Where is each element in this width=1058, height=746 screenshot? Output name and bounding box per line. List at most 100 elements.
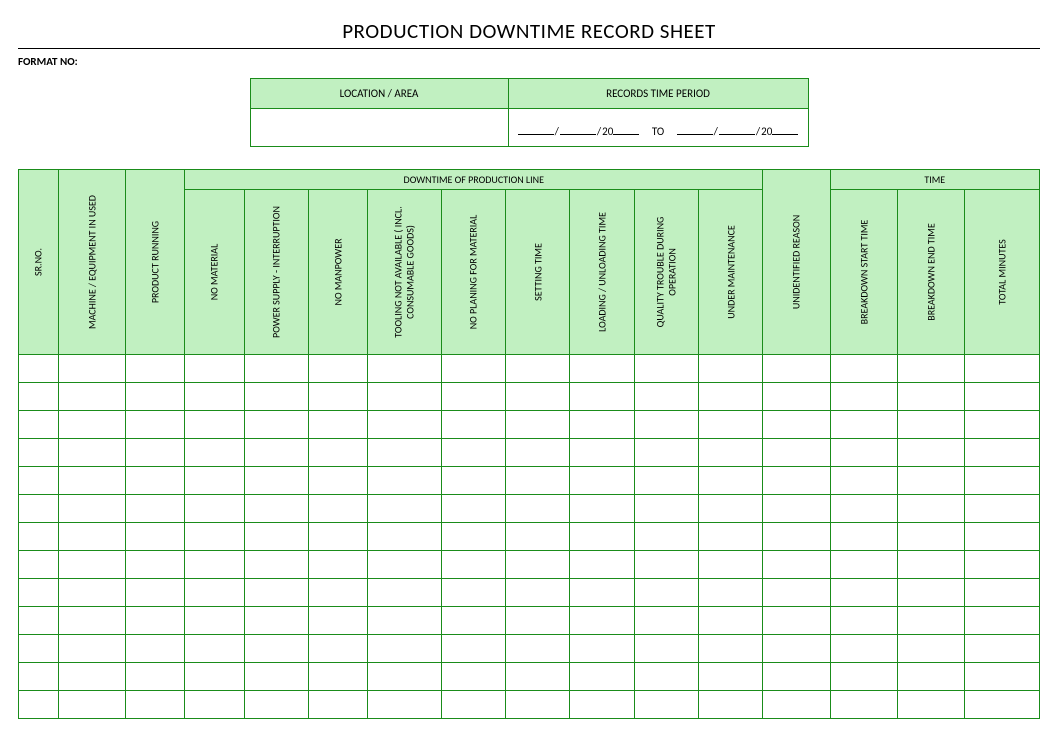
cell-no_planning[interactable]: [441, 411, 505, 439]
cell-quality[interactable]: [634, 579, 698, 607]
cell-tooling[interactable]: [368, 411, 442, 439]
cell-unidentified[interactable]: [763, 523, 830, 551]
cell-unidentified[interactable]: [763, 383, 830, 411]
cell-loading[interactable]: [570, 551, 634, 579]
cell-product[interactable]: [126, 467, 185, 495]
cell-power[interactable]: [244, 635, 308, 663]
cell-total_min[interactable]: [965, 663, 1040, 691]
cell-machine[interactable]: [58, 383, 125, 411]
cell-power[interactable]: [244, 579, 308, 607]
cell-no_manpower[interactable]: [308, 607, 367, 635]
cell-no_material[interactable]: [185, 691, 244, 719]
cell-machine[interactable]: [58, 691, 125, 719]
cell-unidentified[interactable]: [763, 635, 830, 663]
cell-bd_start[interactable]: [830, 635, 897, 663]
cell-product[interactable]: [126, 579, 185, 607]
cell-total_min[interactable]: [965, 635, 1040, 663]
cell-machine[interactable]: [58, 467, 125, 495]
cell-total_min[interactable]: [965, 439, 1040, 467]
cell-tooling[interactable]: [368, 355, 442, 383]
cell-bd_start[interactable]: [830, 523, 897, 551]
period-to-month[interactable]: [719, 123, 755, 135]
cell-quality[interactable]: [634, 411, 698, 439]
cell-machine[interactable]: [58, 663, 125, 691]
cell-no_manpower[interactable]: [308, 635, 367, 663]
period-from-month[interactable]: [560, 123, 596, 135]
period-to-year[interactable]: [772, 123, 798, 135]
cell-unidentified[interactable]: [763, 663, 830, 691]
cell-maintenance[interactable]: [698, 439, 762, 467]
meta-value-location[interactable]: [250, 109, 508, 147]
cell-machine[interactable]: [58, 635, 125, 663]
cell-quality[interactable]: [634, 607, 698, 635]
cell-total_min[interactable]: [965, 495, 1040, 523]
cell-bd_end[interactable]: [897, 439, 964, 467]
cell-srno[interactable]: [19, 579, 59, 607]
cell-power[interactable]: [244, 523, 308, 551]
cell-tooling[interactable]: [368, 579, 442, 607]
cell-machine[interactable]: [58, 579, 125, 607]
cell-bd_end[interactable]: [897, 411, 964, 439]
cell-power[interactable]: [244, 495, 308, 523]
cell-maintenance[interactable]: [698, 691, 762, 719]
cell-bd_end[interactable]: [897, 691, 964, 719]
cell-bd_start[interactable]: [830, 355, 897, 383]
cell-power[interactable]: [244, 551, 308, 579]
cell-total_min[interactable]: [965, 467, 1040, 495]
cell-setting[interactable]: [505, 663, 569, 691]
cell-no_material[interactable]: [185, 523, 244, 551]
cell-tooling[interactable]: [368, 551, 442, 579]
cell-maintenance[interactable]: [698, 551, 762, 579]
cell-no_material[interactable]: [185, 411, 244, 439]
cell-bd_end[interactable]: [897, 383, 964, 411]
cell-bd_start[interactable]: [830, 411, 897, 439]
cell-power[interactable]: [244, 383, 308, 411]
cell-bd_end[interactable]: [897, 579, 964, 607]
cell-no_material[interactable]: [185, 551, 244, 579]
cell-tooling[interactable]: [368, 383, 442, 411]
cell-srno[interactable]: [19, 607, 59, 635]
cell-bd_end[interactable]: [897, 551, 964, 579]
cell-total_min[interactable]: [965, 383, 1040, 411]
cell-power[interactable]: [244, 663, 308, 691]
cell-bd_start[interactable]: [830, 663, 897, 691]
cell-unidentified[interactable]: [763, 467, 830, 495]
cell-setting[interactable]: [505, 355, 569, 383]
cell-unidentified[interactable]: [763, 691, 830, 719]
cell-product[interactable]: [126, 691, 185, 719]
cell-tooling[interactable]: [368, 663, 442, 691]
cell-power[interactable]: [244, 691, 308, 719]
cell-loading[interactable]: [570, 411, 634, 439]
cell-tooling[interactable]: [368, 691, 442, 719]
cell-srno[interactable]: [19, 411, 59, 439]
cell-bd_start[interactable]: [830, 383, 897, 411]
cell-product[interactable]: [126, 551, 185, 579]
cell-srno[interactable]: [19, 355, 59, 383]
cell-loading[interactable]: [570, 439, 634, 467]
cell-bd_end[interactable]: [897, 607, 964, 635]
cell-no_planning[interactable]: [441, 579, 505, 607]
cell-tooling[interactable]: [368, 635, 442, 663]
cell-bd_end[interactable]: [897, 663, 964, 691]
cell-product[interactable]: [126, 523, 185, 551]
cell-loading[interactable]: [570, 467, 634, 495]
cell-maintenance[interactable]: [698, 383, 762, 411]
cell-tooling[interactable]: [368, 607, 442, 635]
cell-srno[interactable]: [19, 383, 59, 411]
cell-no_material[interactable]: [185, 355, 244, 383]
cell-no_material[interactable]: [185, 383, 244, 411]
cell-setting[interactable]: [505, 551, 569, 579]
period-from-year[interactable]: [613, 123, 639, 135]
cell-machine[interactable]: [58, 439, 125, 467]
cell-bd_start[interactable]: [830, 607, 897, 635]
cell-unidentified[interactable]: [763, 411, 830, 439]
cell-maintenance[interactable]: [698, 495, 762, 523]
cell-setting[interactable]: [505, 467, 569, 495]
cell-product[interactable]: [126, 495, 185, 523]
cell-bd_start[interactable]: [830, 467, 897, 495]
cell-machine[interactable]: [58, 411, 125, 439]
cell-tooling[interactable]: [368, 467, 442, 495]
cell-srno[interactable]: [19, 495, 59, 523]
cell-no_planning[interactable]: [441, 495, 505, 523]
cell-maintenance[interactable]: [698, 523, 762, 551]
